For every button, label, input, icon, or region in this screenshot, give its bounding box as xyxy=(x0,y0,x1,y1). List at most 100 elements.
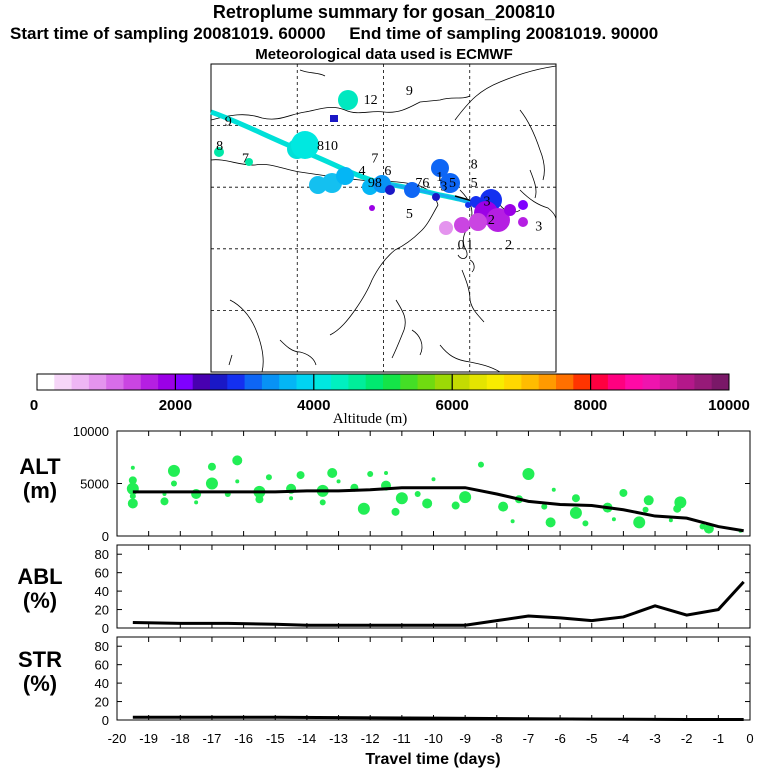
x-tick-label: -19 xyxy=(139,731,158,746)
cluster-marker xyxy=(330,115,338,122)
y-tick-label: 20 xyxy=(95,603,109,618)
cluster-marker xyxy=(518,200,528,210)
x-tick-label: -17 xyxy=(203,731,222,746)
colorbar-swatch xyxy=(434,374,453,390)
met-data-line: Meteorological data used is ECMWF xyxy=(255,46,513,63)
cluster-marker xyxy=(385,185,395,195)
x-tick-label: -13 xyxy=(329,731,348,746)
cluster-label: 3 xyxy=(535,219,542,234)
panel-frame xyxy=(116,544,751,629)
cluster-marker xyxy=(465,202,471,208)
abl-ylabel: ABL (%) xyxy=(17,564,63,613)
colorbar-swatch xyxy=(365,374,384,390)
plume-cluster-markers xyxy=(214,90,528,235)
panel-str: 0 20 40 60 80 xyxy=(95,636,751,728)
x-tick-label: 0 xyxy=(746,731,753,746)
cluster-marker xyxy=(369,205,375,211)
alt-cluster-point xyxy=(510,519,515,524)
series-line-alt xyxy=(132,486,744,533)
alt-cluster-point xyxy=(582,520,589,527)
cluster-label: 8 xyxy=(471,158,478,173)
cluster-label: 9 xyxy=(406,84,413,99)
colorbar-swatch xyxy=(694,374,713,390)
alt-cluster-point xyxy=(367,471,374,478)
colorbar-tick-label: 4000 xyxy=(297,397,330,414)
cluster-label: 2 xyxy=(505,238,512,253)
colorbar-tick-label: 0 xyxy=(30,397,38,414)
y-tick-label: 5000 xyxy=(80,477,109,492)
alt-cluster-point xyxy=(129,493,136,500)
colorbar-swatch xyxy=(227,374,246,390)
cluster-marker xyxy=(336,167,354,185)
colorbar-tick-label: 6000 xyxy=(436,397,469,414)
alt-cluster-point xyxy=(619,488,628,497)
alt-cluster-point xyxy=(207,462,216,471)
alt-cluster-point xyxy=(336,479,341,484)
alt-cluster-point xyxy=(395,492,408,505)
y-tick-label: 20 xyxy=(95,695,109,710)
colorbar-swatch xyxy=(192,374,211,390)
alt-cluster-point xyxy=(357,502,370,515)
alt-cluster-point xyxy=(194,500,199,505)
cluster-label: 5 xyxy=(449,176,456,191)
alt-cluster-point xyxy=(643,495,654,506)
y-tick-label: 10000 xyxy=(73,424,109,439)
cluster-marker xyxy=(214,147,224,157)
alt-cluster-point xyxy=(384,471,389,475)
x-tick-label: -2 xyxy=(681,731,693,746)
cluster-marker xyxy=(518,217,528,227)
alt-cluster-point xyxy=(232,455,243,466)
x-tick-label: -4 xyxy=(618,731,630,746)
y-tick-label: 0 xyxy=(102,713,109,728)
colorbar-swatch xyxy=(607,374,626,390)
colorbar-swatch xyxy=(140,374,159,390)
cluster-label: 5 xyxy=(406,207,413,222)
alt-cluster-point xyxy=(205,477,218,490)
alt-cluster-point xyxy=(391,507,400,516)
y-tick-label: 80 xyxy=(95,547,109,562)
cluster-label: 2 xyxy=(488,213,495,228)
chart-title: Retroplume summary for gosan_200810 xyxy=(212,2,556,22)
colorbar-swatch xyxy=(71,374,90,390)
colorbar-swatch xyxy=(88,374,107,390)
cluster-label: 1 xyxy=(466,238,473,253)
colorbar-swatch xyxy=(556,374,574,390)
alt-cluster-point xyxy=(167,464,180,477)
alt-cluster-point xyxy=(319,499,326,506)
colorbar-swatch xyxy=(400,374,419,390)
x-tick-label: -3 xyxy=(649,731,661,746)
alt-cluster-point xyxy=(498,501,509,512)
cluster-label: 3 xyxy=(440,179,447,194)
alt-cluster-point xyxy=(160,497,169,506)
colorbar-swatch xyxy=(486,374,505,390)
alt-cluster-point xyxy=(522,468,535,481)
alt-cluster-point xyxy=(127,498,138,509)
colorbar-swatch xyxy=(538,374,557,390)
x-tick-label: -14 xyxy=(298,731,317,746)
alt-cluster-point xyxy=(414,491,421,497)
colorbar-swatch xyxy=(504,374,522,390)
x-tick-label: -11 xyxy=(393,731,411,746)
colorbar-swatch xyxy=(573,374,592,390)
cluster-label: 98 xyxy=(368,176,382,191)
cluster-label: 6 xyxy=(384,164,391,179)
alt-cluster-point xyxy=(477,461,484,468)
colorbar-swatch xyxy=(452,374,470,390)
x-tick-label: -15 xyxy=(266,731,285,746)
alt-cluster-point xyxy=(128,476,137,485)
x-tick-label: -18 xyxy=(171,731,190,746)
panel-abl: 0 20 40 60 80 xyxy=(95,544,751,636)
alt-cluster-point xyxy=(431,477,436,482)
cluster-marker xyxy=(454,217,470,233)
colorbar-swatch xyxy=(261,374,280,390)
colorbar-swatch xyxy=(313,374,332,390)
cluster-marker xyxy=(469,213,487,231)
x-tick-label: -7 xyxy=(523,731,535,746)
y-tick-label: 40 xyxy=(95,584,109,599)
colorbar-swatch xyxy=(123,374,142,390)
alt-cluster-point xyxy=(289,496,294,501)
cluster-marker xyxy=(486,208,510,232)
panel-frame xyxy=(116,636,751,721)
